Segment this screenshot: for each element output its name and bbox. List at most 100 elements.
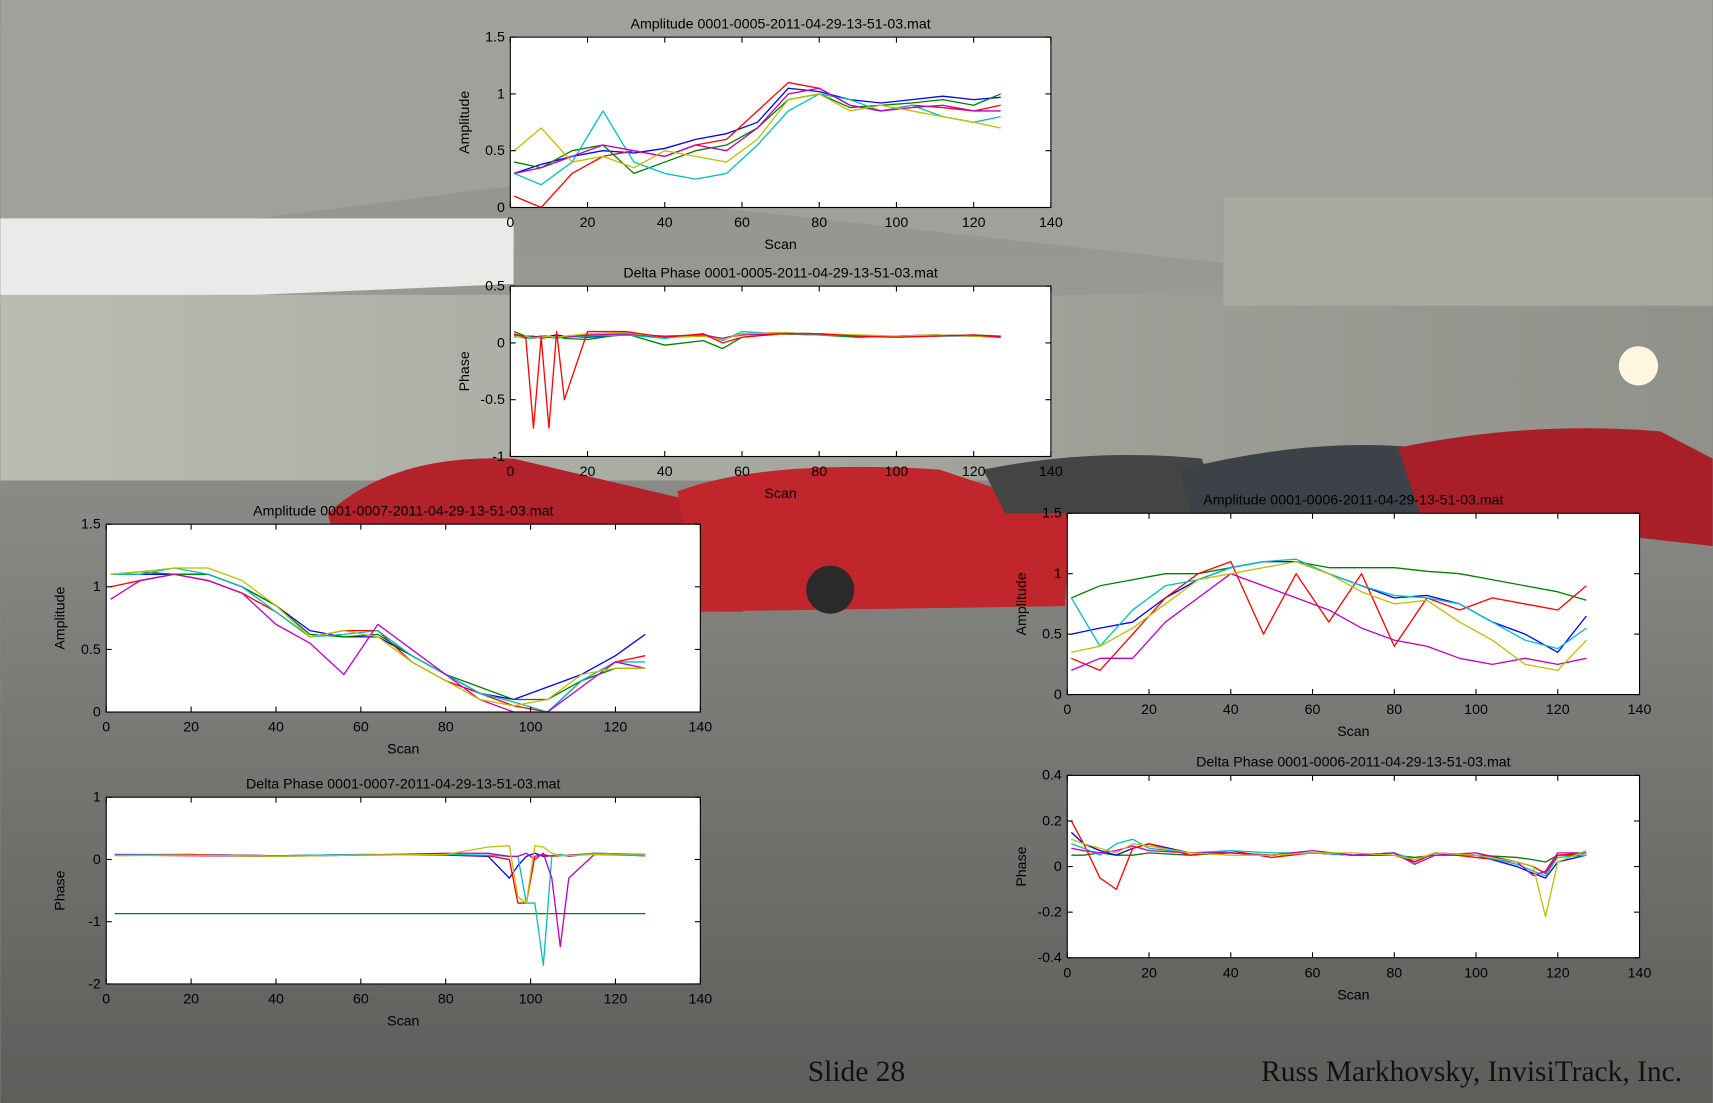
series-line	[514, 332, 1001, 341]
y-tick-label: 0	[93, 852, 101, 868]
plot-area	[106, 797, 701, 984]
chart: Delta Phase 0001-0007-2011-04-29-13-51-0…	[53, 776, 713, 1029]
plot-frame	[1066, 774, 1641, 959]
series-line	[513, 93, 1001, 169]
x-tick-label: 140	[688, 720, 712, 736]
slide-number: Slide 28	[808, 1056, 905, 1088]
y-axis-label: Phase	[1014, 846, 1030, 886]
x-tick-label: 140	[1039, 215, 1063, 231]
plot-area	[106, 524, 701, 713]
x-tick-label: 80	[438, 720, 454, 736]
x-tick-label: 100	[519, 720, 543, 736]
x-tick-label: 60	[1305, 702, 1321, 718]
plot-area	[1067, 775, 1640, 958]
chart-title: Amplitude 0001-0007-2011-04-29-13-51-03.…	[253, 503, 553, 519]
series-line	[513, 87, 1001, 175]
chart-title: Amplitude 0001-0005-2011-04-29-13-51-03.…	[630, 16, 930, 32]
x-tick-label: 20	[1141, 702, 1157, 718]
y-tick-label: 1	[93, 790, 101, 806]
y-tick-label: -0.2	[1037, 905, 1062, 921]
series-line	[1071, 838, 1587, 877]
x-tick-label: 0	[506, 464, 514, 480]
y-tick-label: 0.5	[1042, 627, 1062, 643]
series-line	[110, 567, 646, 707]
x-tick-label: 80	[1386, 965, 1402, 981]
x-axis-label: Scan	[1337, 724, 1369, 740]
series-line	[110, 573, 646, 713]
x-tick-label: 20	[580, 464, 596, 480]
x-tick-label: 140	[688, 992, 712, 1008]
y-axis-label: Amplitude	[53, 586, 69, 649]
plot-frame	[509, 285, 1052, 458]
series-line	[110, 567, 646, 713]
y-tick-label: 1.5	[81, 517, 101, 533]
y-tick-label: 1	[93, 579, 101, 595]
x-axis-label: Scan	[387, 1013, 419, 1029]
x-tick-label: 60	[353, 720, 369, 736]
chart-title: Delta Phase 0001-0005-2011-04-29-13-51-0…	[623, 265, 937, 281]
x-tick-label: 60	[734, 464, 750, 480]
x-tick-label: 80	[811, 464, 827, 480]
y-tick-label: 0.5	[485, 278, 505, 294]
y-axis-label: Phase	[53, 870, 69, 910]
y-tick-label: 1	[1054, 566, 1062, 582]
x-tick-label: 80	[1386, 702, 1402, 718]
chart: Amplitude 0001-0007-2011-04-29-13-51-03.…	[53, 503, 713, 757]
y-tick-label: 0	[497, 335, 505, 351]
x-tick-label: 40	[268, 720, 284, 736]
chart: Delta Phase 0001-0006-2011-04-29-13-51-0…	[1014, 755, 1652, 1004]
y-tick-label: -2	[88, 976, 101, 992]
x-tick-label: 140	[1628, 965, 1652, 981]
y-tick-label: 0	[1054, 859, 1062, 875]
series-group	[1070, 558, 1587, 672]
x-tick-label: 120	[962, 464, 986, 480]
x-tick-label: 20	[183, 720, 199, 736]
series-group	[114, 845, 646, 966]
y-axis-label: Amplitude	[457, 91, 473, 154]
series-line	[1071, 560, 1587, 672]
series-line	[513, 93, 1001, 186]
x-tick-label: 140	[1039, 464, 1063, 480]
series-group	[513, 81, 1001, 208]
x-tick-label: 40	[1223, 702, 1239, 718]
plot-frame	[105, 796, 701, 985]
x-tick-label: 100	[885, 464, 909, 480]
x-tick-label: 0	[1063, 702, 1071, 718]
y-axis-label: Amplitude	[1014, 572, 1030, 635]
series-line	[1071, 838, 1587, 918]
x-tick-label: 100	[885, 215, 909, 231]
x-tick-label: 20	[183, 992, 199, 1008]
x-tick-label: 0	[102, 720, 110, 736]
y-tick-label: -1	[88, 914, 101, 930]
series-line	[110, 571, 646, 701]
y-tick-label: 0.5	[485, 143, 505, 159]
plot-frame	[509, 36, 1052, 209]
author-credit: Russ Markhovsky, InvisiTrack, Inc.	[1261, 1056, 1682, 1088]
y-tick-label: 1.5	[1042, 506, 1062, 522]
x-tick-label: 120	[1546, 965, 1570, 981]
x-tick-label: 80	[438, 992, 454, 1008]
y-tick-label: 1.5	[485, 29, 505, 45]
x-tick-label: 40	[268, 992, 284, 1008]
x-tick-label: 0	[1063, 965, 1071, 981]
x-tick-label: 120	[1546, 702, 1570, 718]
y-tick-label: 0.2	[1042, 813, 1062, 829]
x-tick-label: 120	[962, 215, 986, 231]
x-tick-label: 100	[1464, 702, 1488, 718]
chart-title: Amplitude 0001-0006-2011-04-29-13-51-03.…	[1203, 493, 1503, 509]
y-tick-label: 1	[497, 86, 505, 102]
x-tick-label: 80	[811, 215, 827, 231]
x-tick-label: 20	[1141, 965, 1157, 981]
y-tick-label: 0	[497, 200, 505, 216]
plot-area	[510, 37, 1051, 208]
x-tick-label: 60	[1305, 965, 1321, 981]
x-axis-label: Scan	[1337, 987, 1369, 1003]
charts: Amplitude 0001-0005-2011-04-29-13-51-03.…	[53, 16, 1652, 1029]
plot-area	[510, 286, 1051, 457]
series-line	[1071, 573, 1587, 671]
plot-frame	[105, 523, 701, 713]
y-tick-label: -0.4	[1037, 950, 1062, 966]
x-tick-label: 40	[1223, 965, 1239, 981]
y-tick-label: -1	[492, 449, 505, 465]
